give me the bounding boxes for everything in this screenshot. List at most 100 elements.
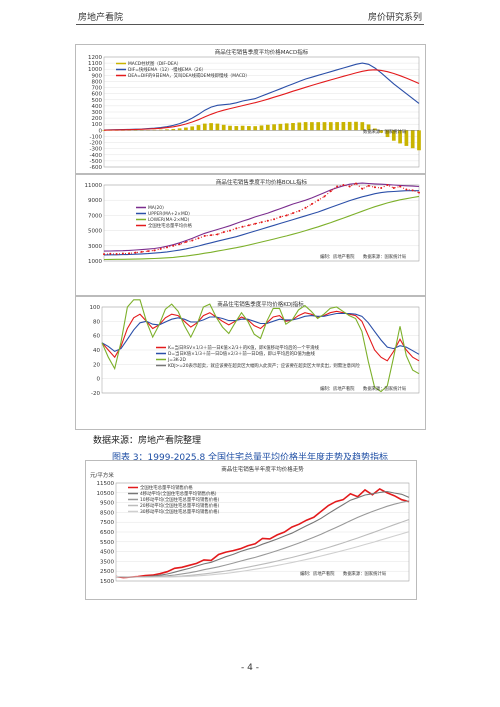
macd-bar <box>158 129 163 131</box>
y-tick-label: 400 <box>92 104 103 110</box>
legend-label: MA(20) <box>148 205 164 211</box>
macd-bar <box>259 125 264 131</box>
series-point <box>355 182 357 185</box>
series-line <box>115 490 410 578</box>
kdj-chart-panel: 商品住宅销售季度平均价格KDJ指标 -20 0 20 40 60 80 100 K=当日RSV×… <box>75 296 426 430</box>
y-tick-label: 900 <box>92 73 103 79</box>
series-point <box>348 185 351 188</box>
y-tick-label: 3500 <box>100 559 114 565</box>
macd-bar <box>341 122 346 131</box>
chart-title: 商品住宅销售半年度平均价格走势 <box>221 465 304 473</box>
macd-bar <box>196 125 201 131</box>
y-tick-label: 11500 <box>97 481 115 487</box>
y-tick-label: -400 <box>90 153 103 159</box>
y-tick-label: 600 <box>92 92 103 98</box>
macd-bar <box>228 125 232 131</box>
macd-bar <box>347 121 352 131</box>
legend-label: D=当日K值×1/3＋前一日D值×2/3＋前一日D值，即以平均后的D值为曲线 <box>168 350 316 357</box>
macd-bar <box>328 122 333 131</box>
y-tick-label: -200 <box>90 141 103 147</box>
header-right: 房价研究系列 <box>367 13 422 23</box>
chart-note: 编制：房地产看院 数据来源：国家统计局 <box>320 253 406 260</box>
series-point <box>336 185 339 188</box>
series-point <box>191 239 194 242</box>
macd-bar <box>398 130 402 144</box>
y-tick-label: 1500 <box>100 579 114 585</box>
series-point <box>317 199 320 202</box>
series-point <box>178 243 181 246</box>
series-point <box>229 229 231 232</box>
macd-bar <box>385 130 390 138</box>
y-tick-label: -600 <box>90 165 103 171</box>
page-number: - 4 - <box>241 663 259 673</box>
y-tick-label: 700 <box>92 86 103 92</box>
series-point <box>399 185 402 188</box>
legend-label: K=当日RSV×1/3＋前一日K值×2/3＋的K值，即K值移动平均后的一个平滑线 <box>168 344 320 351</box>
macd-bar <box>184 127 188 131</box>
y-tick-label: 3000 <box>88 244 102 250</box>
y-tick-label: -100 <box>90 134 103 140</box>
y-tick-label: -500 <box>90 159 103 165</box>
y-tick-label: 4500 <box>100 550 114 556</box>
macd-bar <box>202 123 207 131</box>
y-tick-label: 20 <box>93 362 100 368</box>
macd-bar <box>373 128 377 131</box>
plot-frame <box>103 56 420 168</box>
macd-bar <box>322 122 327 131</box>
source-note: 数据来源：房地产看院整理 <box>93 436 202 446</box>
macd-chart-panel: 商品住宅销售季度平均价格MACD指标 -600 -500 -400 -300 -200 -1… <box>75 44 426 174</box>
series-point <box>273 218 276 221</box>
legend-label: KDJ>=20表示超卖，就应该要在超卖区大幅购入此资产；应该要在超卖区大举卖出，… <box>168 362 360 369</box>
y-tick-label: 9000 <box>88 198 102 204</box>
chart-title: 商品住宅销售季度平均价格MACD指标 <box>215 48 309 56</box>
macd-bar <box>316 122 321 131</box>
macd-bar <box>391 130 396 141</box>
series-point <box>184 241 187 243</box>
series-point <box>304 206 307 209</box>
boll-chart: 商品住宅销售季度平均价格BOLL指标 1000 3000 5000 7000 9000 11… <box>85 178 420 265</box>
header-divider <box>76 24 424 25</box>
series-point <box>210 234 213 237</box>
series-point <box>323 195 326 198</box>
series-line <box>103 69 420 131</box>
series-line <box>101 310 420 362</box>
series-point <box>140 250 143 253</box>
series-point <box>292 212 294 215</box>
macd-bar <box>171 128 176 131</box>
y-tick-label: 500 <box>92 98 103 104</box>
y-tick-label: 1100 <box>88 61 102 67</box>
macd-bar <box>284 123 289 131</box>
series-point <box>310 203 313 205</box>
series-line <box>103 62 420 131</box>
series-point <box>373 186 376 189</box>
legend-label: 4移动平均(全国住宅总量平均销售价格) <box>140 490 217 497</box>
legend-label: DEA=DIF的9日EMA，又叫DEA线或DEM线即慢线（MACD） <box>128 72 250 79</box>
y-tick-label: 2500 <box>100 569 114 575</box>
chart-title: 商品住宅销售季度平均价格BOLL指标 <box>216 178 308 186</box>
legend-label: LOWER(MA-2×MD) <box>148 217 190 223</box>
series-point <box>153 249 156 252</box>
series-line <box>115 500 410 578</box>
macd-bar <box>247 126 251 131</box>
series-point <box>386 184 389 186</box>
legend-label: 10移动平均(全国住宅总量平均销售价格) <box>140 496 220 503</box>
halfyear-price-chart-panel: 商品住宅销售半年度平均价格走势 元/平方米 1500 2500 3500 4500 5500… <box>85 460 417 600</box>
series-line <box>103 182 420 255</box>
series-line <box>103 182 420 252</box>
y-tick-label: 7500 <box>100 520 114 526</box>
series-point <box>121 252 124 255</box>
y-tick-label: 1000 <box>88 259 102 265</box>
macd-bar <box>152 129 157 131</box>
series-point <box>418 191 420 194</box>
series-point <box>109 252 112 255</box>
macd-bar <box>221 124 226 131</box>
legend-label: 全国住宅总量平均价格 <box>148 222 193 229</box>
y-tick-label: 8500 <box>100 510 114 516</box>
y-tick-label: 6500 <box>100 530 114 536</box>
header-left: 房地产看院 <box>78 13 124 23</box>
series-line <box>103 195 420 261</box>
legend-label: 30移动平均(全国住宅总量平均销售价格) <box>140 508 220 515</box>
series-point <box>166 246 168 249</box>
y-tick-label: 200 <box>92 116 103 122</box>
series-point <box>241 225 244 228</box>
